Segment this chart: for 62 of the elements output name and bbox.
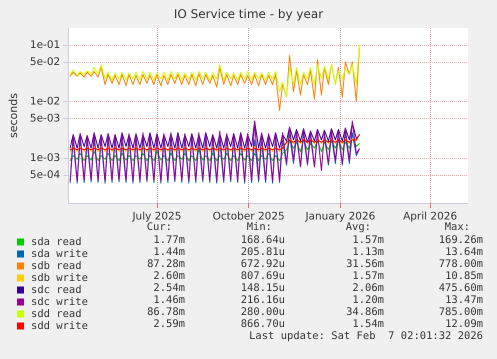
text: 1.77m [153,234,185,246]
text: 34.86m [346,306,384,318]
chart-title: IO Service time - by year [174,7,324,21]
text: 216.16u [240,294,285,306]
text: 1.20m [352,294,384,306]
text: 2.54m [153,282,185,294]
text: 280.00u [240,306,285,318]
text: 1.13m [352,246,384,258]
legend-label: sdc write [31,296,88,308]
text: 205.81u [240,246,285,258]
text: 169.26m [438,234,483,246]
x-tick-label: April 2026 [403,210,458,222]
text: 168.64u [240,234,285,246]
text: 475.60m [438,282,483,294]
text: 672.92u [240,258,285,270]
legend-label: sdb write [31,272,88,284]
text: 2.59m [153,318,185,330]
text: 785.00m [438,306,483,318]
text: 2.06m [352,282,384,294]
text: 1.57m [352,234,384,246]
legend-label: sda write [31,248,88,260]
y-tick-label: 1e-02 [30,96,60,108]
legend-label: sda read [31,236,82,248]
y-tick-label: 5e-04 [30,169,61,182]
legend-label: sdc read [31,284,82,296]
text: 1.54m [352,318,384,330]
text: Cur: [146,221,172,233]
text: 13.64m [445,246,483,258]
text: 148.15u [240,282,285,294]
x-tick-label: October 2025 [212,210,285,222]
x-tick-label: January 2026 [304,210,376,222]
text: 1.46m [153,294,185,306]
text: 866.70u [240,318,285,330]
y-tick-label: 5e-02 [30,56,60,68]
text: 807.69u [240,270,285,282]
text: 2.60m [153,270,185,282]
text: Last update: Sat Feb 7 02:01:32 2026 [249,330,483,342]
text: 778.00m [438,258,483,270]
legend-label: sdd write [31,320,88,332]
text: 31.56m [346,258,384,270]
text: 87.28m [147,258,185,270]
text: 12.09m [445,318,483,330]
text: Avg: [346,221,371,233]
y-tick-label: 5e-03 [30,112,60,125]
legend-label: sdb read [31,260,82,272]
text: 86.78m [147,306,185,318]
text: Min: [246,221,272,233]
text: 13.47m [445,294,483,306]
y-tick-label: 1e-03 [30,152,60,164]
line-series [70,48,360,111]
legend-label: sdd read [31,308,82,320]
x-tick-label: July 2025 [131,210,182,222]
line-series [70,138,360,162]
text: 1.57m [352,270,384,282]
line-series [70,44,360,98]
y-axis-title: seconds [7,92,20,138]
text: 1.44m [153,246,185,258]
text: 10.85m [445,270,483,282]
text: Max: [444,221,470,233]
y-tick-label: 1e-01 [30,39,60,52]
line-series [70,120,360,149]
line-series [70,120,360,182]
